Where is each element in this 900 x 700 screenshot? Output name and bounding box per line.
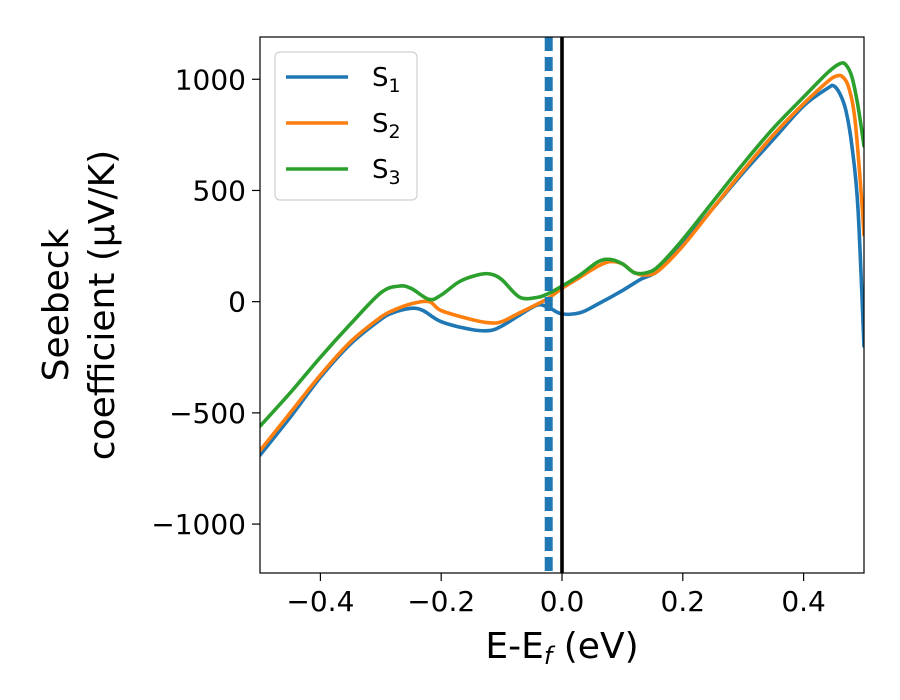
y-tick-label: 0 xyxy=(228,286,246,319)
x-axis-label-main: E-E xyxy=(485,626,543,667)
series-line-s2 xyxy=(260,73,864,453)
y-axis-label-line2: coefficient (μV/K) xyxy=(82,150,123,460)
x-tick-label: 0.4 xyxy=(781,585,826,618)
x-axis-label-unit: (eV) xyxy=(552,626,638,667)
series-line-s1 xyxy=(260,83,864,457)
y-tick-label: −1000 xyxy=(151,508,246,541)
y-axis-ticks: −1000 −500 0 500 1000 xyxy=(151,63,260,541)
y-tick-label: 500 xyxy=(193,174,246,207)
x-tick-label: −0.4 xyxy=(286,585,354,618)
legend-label-s1: S1 xyxy=(372,63,401,97)
series-line-s3 xyxy=(260,61,864,429)
x-tick-label: −0.2 xyxy=(407,585,475,618)
legend-box xyxy=(274,51,418,201)
x-tick-label: 0.2 xyxy=(661,585,706,618)
y-tick-label: 1000 xyxy=(175,63,246,96)
x-tick-label: 0.0 xyxy=(540,585,585,618)
y-axis-label: Seebeck coefficient (μV/K) xyxy=(36,150,123,460)
y-tick-label: −500 xyxy=(169,397,246,430)
legend-label-s3: S3 xyxy=(372,155,401,189)
x-axis-ticks: −0.4 −0.2 0.0 0.2 0.4 xyxy=(286,573,826,618)
plot-content xyxy=(260,37,864,573)
legend-label-s2: S2 xyxy=(372,109,401,143)
y-axis-label-line1: Seebeck xyxy=(36,228,77,381)
legend: S1 S2 S3 xyxy=(274,51,418,201)
x-axis-label: E-Ef (eV) xyxy=(485,626,638,670)
